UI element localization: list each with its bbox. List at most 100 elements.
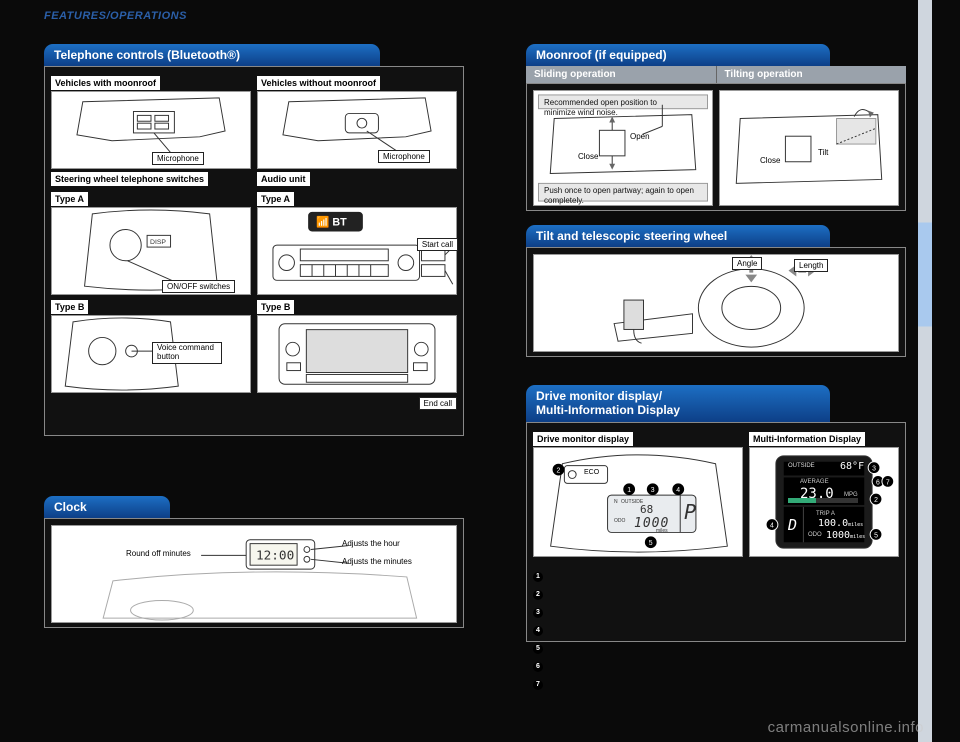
right-column: Moonroof (if equipped) Sliding operation… xyxy=(526,44,906,642)
illus-steering-b: Voice command button xyxy=(51,315,251,393)
callout-adj-hour: Adjusts the hour xyxy=(338,538,404,549)
illus-veh-without: Microphone xyxy=(257,91,457,169)
odo-label: ODO xyxy=(614,518,625,524)
mid-odo-label: ODO xyxy=(808,532,822,538)
note-top: Recommended open position to minimize wi… xyxy=(540,97,690,120)
clock-section: Clock 12:00 Round off minutes Adju xyxy=(44,496,464,628)
drive-row: Drive monitor display 2 xyxy=(533,429,899,557)
steering-type-b: Type B Voice command button xyxy=(51,297,251,411)
mid-gear: D xyxy=(788,516,797,534)
steering-wheel-icon xyxy=(534,255,898,351)
illus-mid: 3 6 7 2 4 5 OUTSIDE 68°F AVERAGE 23.0 MP… xyxy=(749,447,899,557)
bullet-1: 1 xyxy=(533,572,543,582)
callout-close-1: Close xyxy=(574,151,602,162)
illus-tilting: Tilt Close xyxy=(719,90,899,206)
drive-section: Drive monitor display/ Multi-Information… xyxy=(526,385,906,642)
bullet-row: 3 xyxy=(533,601,899,619)
moonroof-tilting-icon xyxy=(720,91,898,205)
illus-steering: Angle Length xyxy=(533,254,899,352)
drive-body: Drive monitor display 2 xyxy=(526,422,906,642)
note-top-text: Recommended open position to minimize wi… xyxy=(544,98,657,117)
dmd-row1: N OUTSIDE xyxy=(614,499,643,505)
svg-text:3: 3 xyxy=(651,487,655,494)
mid-odo-val: 1000miles xyxy=(826,530,865,541)
subheader-sliding: Sliding operation xyxy=(526,66,716,83)
side-tab xyxy=(918,0,932,742)
bullet-7: 7 xyxy=(533,680,543,690)
svg-text:2: 2 xyxy=(874,497,878,504)
svg-text:1: 1 xyxy=(627,487,631,494)
audio-type-b: Type B En xyxy=(257,297,457,411)
svg-text:5: 5 xyxy=(874,532,878,539)
page-header: FEATURES/OPERATIONS xyxy=(44,10,187,22)
clock-time-text: 12:00 xyxy=(256,548,294,563)
telephone-section: Telephone controls (Bluetooth®) Vehicles… xyxy=(44,44,464,436)
svg-text:7: 7 xyxy=(886,479,890,486)
drive-bullets: 1 2 3 4 5 6 7 xyxy=(533,565,899,691)
callout-start-call: Start call xyxy=(417,238,458,251)
caption-type-a-1: Type A xyxy=(51,192,88,206)
miles-label: miles xyxy=(656,528,668,534)
callout-mic-1: Microphone xyxy=(152,152,204,165)
telephone-tab: Telephone controls (Bluetooth®) xyxy=(44,44,380,66)
telephone-row-b: Type B Voice command button xyxy=(51,297,457,411)
bullet-2: 2 xyxy=(533,590,543,600)
mid-col: Multi-Information Display 3 6 xyxy=(749,429,899,557)
veh-with-col: Vehicles with moonroof Micropho xyxy=(51,73,251,187)
illus-audio-a: 📶 BT xyxy=(257,207,457,295)
telephone-row-a: Type A DISP ON/OFF switches xyxy=(51,189,457,295)
illus-audio-b xyxy=(257,315,457,393)
bullet-4: 4 xyxy=(533,626,543,636)
svg-text:4: 4 xyxy=(770,522,774,529)
eco-label: ECO xyxy=(580,468,603,477)
callout-angle: Angle xyxy=(732,257,762,270)
callout-mic-2: Microphone xyxy=(378,150,430,163)
callout-round-off: Round off minutes xyxy=(122,548,195,559)
caption-type-b-1: Type B xyxy=(51,300,88,314)
mid-temp: 68°F xyxy=(840,461,864,472)
dmd-col: Drive monitor display 2 xyxy=(533,429,743,557)
clock-tab: Clock xyxy=(44,496,170,518)
end-call-row: End call xyxy=(257,393,457,411)
caption-veh-without: Vehicles without moonroof xyxy=(257,76,380,90)
moonroof-body: Recommended open position to minimize wi… xyxy=(526,83,906,211)
mid-trip: TRIP A xyxy=(816,511,835,517)
callout-length: Length xyxy=(794,259,828,272)
note-bottom: Push once to open partway; again to open… xyxy=(540,185,700,208)
bullet-6: 6 xyxy=(533,662,543,672)
left-column: Telephone controls (Bluetooth®) Vehicles… xyxy=(44,44,464,628)
drive-title-l1: Drive monitor display/ xyxy=(536,389,662,403)
telephone-body: Vehicles with moonroof Micropho xyxy=(44,66,464,436)
drive-title-l2: Multi-Information Display xyxy=(536,403,680,417)
illus-sliding: Recommended open position to minimize wi… xyxy=(533,90,713,206)
mid-avg: AVERAGE xyxy=(800,479,829,485)
bullet-row: 6 xyxy=(533,655,899,673)
caption-dmd: Drive monitor display xyxy=(533,432,633,446)
caption-steering: Steering wheel telephone switches xyxy=(51,172,208,186)
illus-veh-with: Microphone xyxy=(51,91,251,169)
veh-without-col: Vehicles without moonroof Microphone Aud… xyxy=(257,73,457,187)
telephone-row-mic: Vehicles with moonroof Micropho xyxy=(51,73,457,187)
moonroof-section: Moonroof (if equipped) Sliding operation… xyxy=(526,44,906,211)
svg-text:3: 3 xyxy=(872,465,876,472)
callout-open: Open xyxy=(626,131,654,142)
drive-tab: Drive monitor display/ Multi-Information… xyxy=(526,385,830,422)
caption-type-b-2: Type B xyxy=(257,300,294,314)
dmd-gear: P xyxy=(684,500,696,524)
svg-text:5: 5 xyxy=(649,540,653,547)
callout-close-2: Close xyxy=(756,155,784,166)
bullet-5: 5 xyxy=(533,644,543,654)
clock-body: 12:00 Round off minutes Adjusts the hour… xyxy=(44,518,464,628)
svg-text:DISP: DISP xyxy=(150,239,166,246)
mid-trip-val: 100.0miles xyxy=(818,518,863,529)
moonroof-cols: Recommended open position to minimize wi… xyxy=(533,90,899,204)
audio-unit-a-icon: 📶 BT xyxy=(258,208,456,294)
callout-onoff: ON/OFF switches xyxy=(162,280,235,293)
caption-type-a-2: Type A xyxy=(257,192,294,206)
watermark: carmanualsonline.info xyxy=(768,719,924,736)
bullet-row: 5 xyxy=(533,637,899,655)
mid-bar xyxy=(788,498,858,503)
overhead-console-with-icon xyxy=(52,92,250,168)
mid-outside: OUTSIDE xyxy=(788,463,815,469)
caption-veh-with: Vehicles with moonroof xyxy=(51,76,160,90)
